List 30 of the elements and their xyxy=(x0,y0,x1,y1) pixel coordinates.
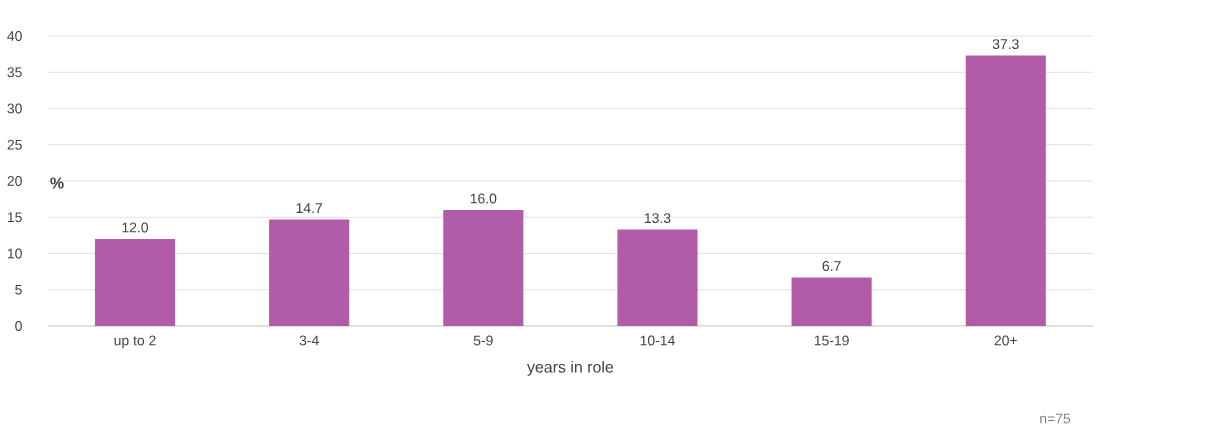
x-axis-title: years in role xyxy=(527,361,614,376)
data-label: 13.3 xyxy=(644,213,671,224)
y-tick-label: 35 xyxy=(7,67,22,78)
y-tick-label: 20 xyxy=(7,176,22,186)
x-tick-label: 10-14 xyxy=(640,335,675,346)
y-tick-label: 15 xyxy=(7,212,22,223)
x-tick-label: 3-4 xyxy=(299,335,319,346)
text: n=75 xyxy=(1040,413,1071,424)
y-tick-label: 0 xyxy=(15,321,22,331)
data-label: 6.7 xyxy=(822,261,841,271)
y-tick-label: 5 xyxy=(15,284,22,295)
y-tick-label: 10 xyxy=(7,248,22,259)
y-axis-title: % xyxy=(50,177,64,189)
data-label: 12.0 xyxy=(122,222,149,233)
y-tick-label: 25 xyxy=(7,139,22,150)
data-label: 14.7 xyxy=(296,203,323,213)
bar xyxy=(94,239,176,326)
data-label: 37.3 xyxy=(992,39,1019,50)
bar xyxy=(617,229,698,326)
data-label: 16.0 xyxy=(470,193,497,204)
bar xyxy=(443,210,524,326)
y-tick-label: 40 xyxy=(7,31,22,41)
y-tick-label: 30 xyxy=(7,103,22,114)
x-tick-label: 20+ xyxy=(994,335,1017,346)
x-tick-label: 5-9 xyxy=(473,335,493,346)
x-tick-label: up to 2 xyxy=(114,335,156,349)
bar xyxy=(269,219,350,326)
bar xyxy=(791,277,872,326)
x-tick-label: 15-19 xyxy=(814,335,849,346)
bar xyxy=(965,55,1046,326)
